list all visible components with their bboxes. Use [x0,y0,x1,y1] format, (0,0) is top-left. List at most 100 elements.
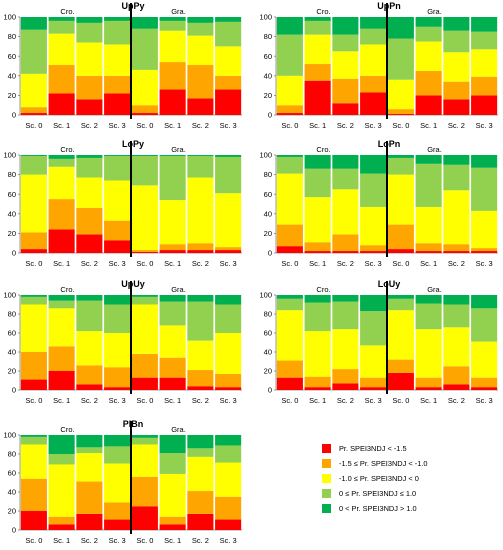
bar-segment [387,38,414,80]
bar-segment [104,93,131,115]
bar-segment [76,17,103,23]
panel-title: LoUy [378,279,401,289]
legend-label: Pr. SPEI3NDJ < -1.5 [339,444,407,453]
bar-segment [131,28,158,70]
bar-segment [187,22,214,36]
bar-segment [443,295,470,305]
bar-segment [48,93,75,115]
x-tick-label: Sc. 3 [365,121,382,130]
bar-segment [360,295,387,312]
bar-segment [332,251,359,253]
bar-segment [471,95,498,115]
bar-segment [443,244,470,252]
bar-segment [387,157,414,175]
bar-segment [276,224,303,247]
bar-segment [215,46,242,76]
x-tick-label: Sc. 3 [220,536,237,545]
bar-segment [131,295,158,297]
bar-segment [104,304,131,333]
bar-segment [415,163,442,207]
legend-swatch [322,474,331,483]
chart-panel: 0 20 40 60 80 100 Sc. 0 Sc. 1 Sc. 2 Sc. 3 Sc. 0 Sc.… [259,1,498,130]
bar-segment [104,367,131,388]
bar-segment [159,453,186,474]
chart-panel: 0 20 40 60 80 100 Sc. 0 Sc. 1 Sc. 2 Sc. 3 Sc. 0 Sc.… [3,419,242,545]
bar-segment [187,295,214,302]
bar-segment [332,155,359,169]
bar-segment [20,155,47,156]
bar-segment [159,524,186,530]
group-label: Cro. [60,285,74,294]
bar-segment [443,17,470,31]
bar-segment [360,387,387,390]
bar-segment [187,301,214,341]
bar-segment [304,17,331,21]
bar-segment [471,17,498,32]
bar-segment [360,345,387,378]
y-tick-label: 80 [264,32,272,41]
bar-segment [443,155,470,165]
bar-segment [187,177,214,244]
x-tick-label: Sc. 1 [309,121,326,130]
bar-segment [104,44,131,76]
bar-segment [76,22,103,43]
bar-segment [187,370,214,387]
bar-segment [332,234,359,252]
bar-segment [104,502,131,520]
bar-segment [304,64,331,81]
x-tick-label: Sc. 2 [192,121,209,130]
bar-segment [215,21,242,47]
bar-segment [387,359,414,373]
bar-segment [443,99,470,115]
legend-swatch [322,459,331,468]
bar-segment [215,387,242,390]
bar-segment [76,177,103,208]
bar-segment [76,513,103,530]
bar-segment [76,234,103,253]
bar-segment [104,387,131,390]
bar-segment [20,295,47,297]
bar-segment [131,506,158,530]
bar-segment [159,301,186,326]
bar-segment [215,462,242,497]
x-tick-label: Sc. 1 [420,259,437,268]
bar-segment [387,372,414,390]
bar-segment [20,478,47,511]
bar-segment [215,445,242,463]
bar-segment [159,357,186,378]
y-tick-label: 100 [259,151,272,160]
x-tick-label: Sc. 1 [164,396,181,405]
bar-segment [20,232,47,250]
bar-segment [387,114,414,115]
bar-segment [104,463,131,503]
group-label: Cro. [316,145,330,154]
bar-segment [471,248,498,252]
bar-segment [276,155,303,157]
bar-segment [332,383,359,390]
y-tick-label: 40 [8,348,16,357]
bar-segment [304,80,331,115]
bar-segment [159,17,186,21]
bar-segment [332,78,359,104]
chart-panel: 0 20 40 60 80 100 Sc. 0 Sc. 1 Sc. 2 Sc. 3 Sc. 0 Sc.… [259,279,498,405]
y-tick-label: 60 [264,329,272,338]
bar-segment [215,247,242,251]
group-label: Gra. [171,7,186,16]
bar-segment [360,206,387,246]
legend-label: 0 < Pr. SPEI3NDJ > 1.0 [339,504,417,513]
bar-segment [48,435,75,454]
panel-title: LoPn [378,139,401,149]
y-tick-label: 100 [3,13,16,22]
y-tick-label: 80 [264,310,272,319]
x-tick-label: Sc. 1 [309,396,326,405]
bar-segment [159,377,186,390]
bar-segment [332,189,359,235]
bar-segment [131,113,158,115]
bar-segment [48,33,75,66]
group-label: Gra. [171,145,186,154]
bar-segment [276,113,303,115]
bar-segment [76,300,103,332]
bar-segment [76,331,103,366]
group-label: Cro. [316,7,330,16]
bar-segment [415,329,442,378]
